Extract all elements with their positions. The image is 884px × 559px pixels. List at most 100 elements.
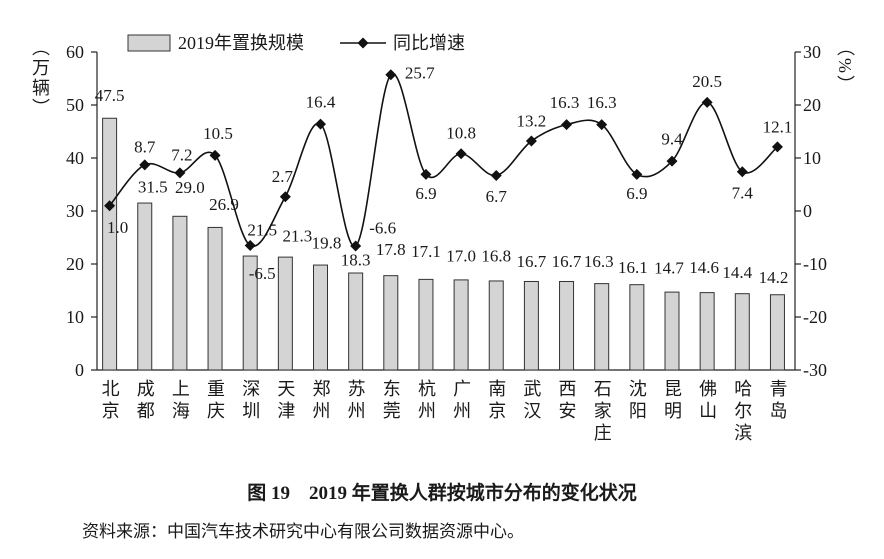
y-right-axis-label: （%） xyxy=(835,38,855,95)
bar-5 xyxy=(242,255,258,371)
category-label-7: 郑州 xyxy=(310,379,331,423)
line-point-12 xyxy=(490,169,502,181)
line-point-5 xyxy=(244,239,256,251)
bar-value-label-11: 17.0 xyxy=(446,246,476,265)
category-label-13: 武汉 xyxy=(521,379,542,423)
y-right-tick-label: 30 xyxy=(803,42,821,62)
line-data-labels: 1.0 8.7 7.2 10.5 -6.5 2.7 16.4 -6.6 25.7 6.9 10.8 6… xyxy=(107,63,792,283)
line-point-20 xyxy=(771,141,783,153)
y-left-axis-label: （万辆） xyxy=(30,38,50,118)
line-value-label-19: 7.4 xyxy=(732,183,754,202)
bar-8 xyxy=(348,272,364,371)
line-value-label-7: 16.4 xyxy=(306,93,336,112)
category-label-9: 东莞 xyxy=(380,379,401,423)
line-point-19 xyxy=(736,166,748,178)
bar-data-labels: 47.531.5 29.026.921.5 21.3 19.818.317.8 17.1… xyxy=(95,86,789,287)
bar-17 xyxy=(664,291,680,371)
category-label-14: 西安 xyxy=(556,379,577,423)
category-label-18: 佛山 xyxy=(697,379,718,423)
bar-12 xyxy=(488,280,504,371)
category-label-8: 苏州 xyxy=(345,379,366,423)
line-markers xyxy=(104,69,783,252)
category-label-16: 沈阳 xyxy=(626,379,647,423)
bar-20 xyxy=(769,294,785,371)
y-right-tick-label: 10 xyxy=(803,148,821,168)
bar-4 xyxy=(207,226,223,371)
y-left-tick-label: 30 xyxy=(66,201,84,221)
line-series xyxy=(108,73,778,248)
bar-value-label-20: 14.2 xyxy=(759,268,789,287)
bar-series xyxy=(102,117,785,371)
category-label-11: 广州 xyxy=(451,379,472,423)
y-left-tick-label: 60 xyxy=(66,42,84,62)
bar-value-label-7: 19.8 xyxy=(312,234,342,253)
bar-value-label-10: 17.1 xyxy=(411,242,441,261)
figure-title: 图 19 2019 年置换人群按城市分布的变化状况 xyxy=(247,483,637,504)
legend-bar-swatch xyxy=(127,34,171,52)
y-left-tick-label: 10 xyxy=(66,307,84,327)
line-value-label-3: 7.2 xyxy=(171,145,192,164)
bar-value-label-15: 16.3 xyxy=(584,252,614,271)
bar-15 xyxy=(594,283,610,371)
line-point-7 xyxy=(315,118,326,130)
line-point-18 xyxy=(701,96,713,108)
line-point-15 xyxy=(596,119,608,131)
y-right-tick-label: -30 xyxy=(803,360,827,380)
line-value-label-6: 2.7 xyxy=(272,167,294,186)
bar-13 xyxy=(523,280,539,371)
axes xyxy=(96,52,796,371)
y-right-ticks: -30 -20 -10 0 10 20 30 xyxy=(795,42,827,380)
bar-18 xyxy=(699,292,715,371)
category-label-3: 上海 xyxy=(169,379,190,423)
bar-14 xyxy=(559,280,575,371)
line-value-label-15: 16.3 xyxy=(587,93,617,112)
category-label-1: 北京 xyxy=(99,379,120,423)
bar-16 xyxy=(629,284,645,371)
line-value-label-4: 10.5 xyxy=(203,124,233,143)
bar-1 xyxy=(102,117,118,371)
line-value-label-17: 9.4 xyxy=(661,130,683,149)
line-value-label-13: 13.2 xyxy=(517,112,547,131)
bar-9 xyxy=(383,275,399,371)
bar-value-label-14: 16.7 xyxy=(552,252,582,271)
category-label-19: 哈尔滨 xyxy=(732,379,753,445)
bar-value-label-16: 16.1 xyxy=(618,258,648,277)
y-left-tick-label: 50 xyxy=(66,95,84,115)
y-right-tick-label: 0 xyxy=(803,201,812,221)
line-point-14 xyxy=(561,119,573,131)
legend-bar-label: 2019年置换规模 xyxy=(178,33,304,53)
y-left-tick-label: 40 xyxy=(66,148,84,168)
legend-diamond-marker xyxy=(357,37,369,49)
line-value-label-8: -6.6 xyxy=(369,218,396,237)
category-label-12: 南京 xyxy=(486,379,507,423)
line-point-11 xyxy=(455,148,467,160)
line-value-label-2: 8.7 xyxy=(134,137,156,156)
line-point-1 xyxy=(104,200,116,212)
bar-10 xyxy=(418,278,434,371)
line-value-label-5: -6.5 xyxy=(249,264,276,283)
bar-value-label-2: 31.5 xyxy=(138,178,168,197)
bar-value-label-1: 47.5 xyxy=(95,86,125,105)
category-label-6: 天津 xyxy=(275,379,296,423)
line-point-2 xyxy=(139,159,151,171)
line-point-9 xyxy=(385,69,397,81)
line-value-label-1: 1.0 xyxy=(107,218,128,237)
line-value-label-12: 6.7 xyxy=(486,187,508,206)
bar-value-label-13: 16.7 xyxy=(517,252,547,271)
category-label-15: 石家庄 xyxy=(591,379,612,445)
bar-value-label-5: 21.5 xyxy=(247,221,277,240)
bar-19 xyxy=(734,293,750,371)
category-label-5: 深圳 xyxy=(240,379,261,423)
bar-value-label-18: 14.6 xyxy=(689,258,719,277)
line-value-label-20: 12.1 xyxy=(763,117,793,136)
line-point-16 xyxy=(631,168,643,180)
line-value-label-11: 10.8 xyxy=(446,123,476,142)
y-right-tick-label: -10 xyxy=(803,254,827,274)
figure-source: 资料来源：中国汽车技术研究中心有限公司数据资源中心。 xyxy=(82,522,524,541)
legend-line-label: 同比增速 xyxy=(393,33,465,53)
category-label-2: 成都 xyxy=(134,379,155,423)
bar-6 xyxy=(277,256,293,371)
line-point-6 xyxy=(279,191,291,203)
